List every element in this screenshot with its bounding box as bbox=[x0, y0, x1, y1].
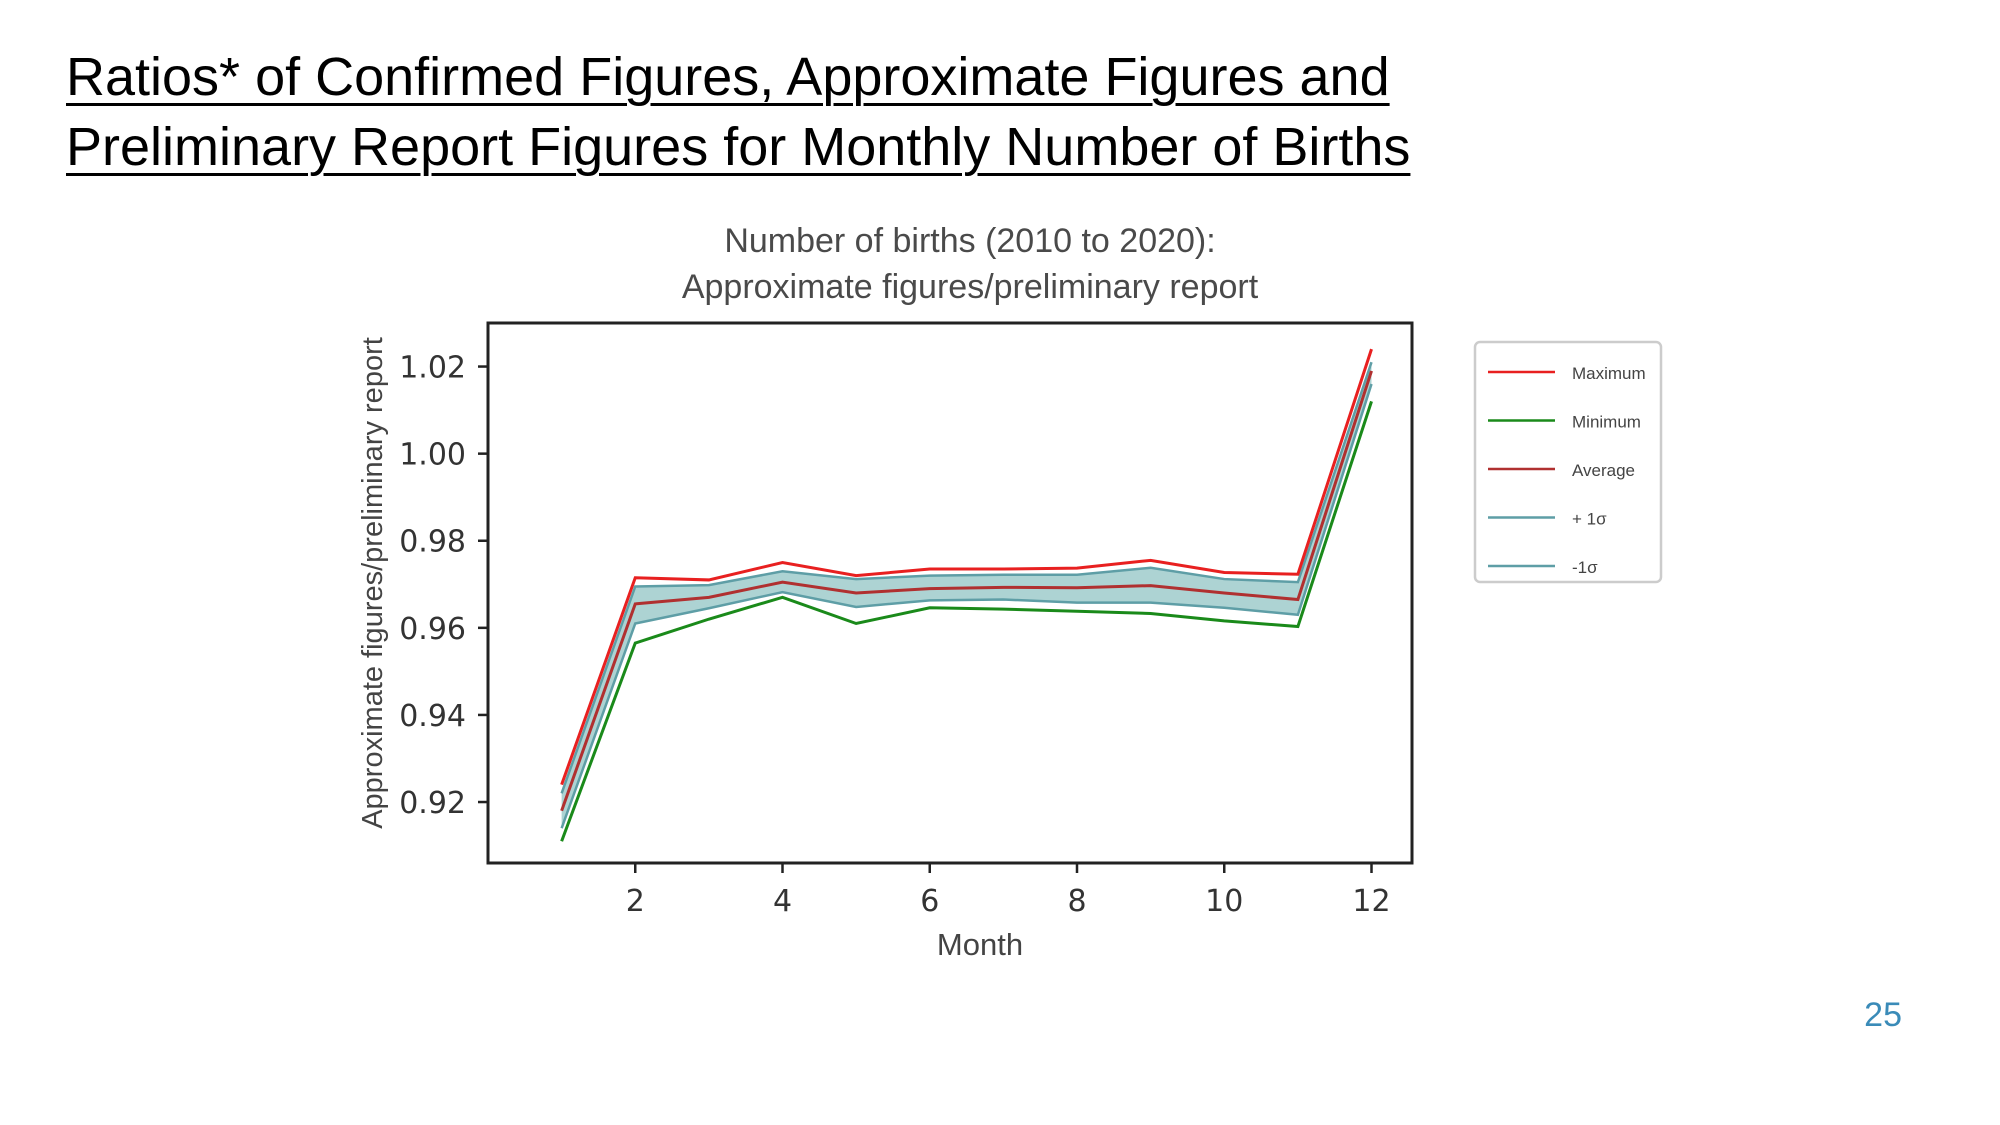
sigma-band bbox=[561, 362, 1372, 829]
y-tick-label: 0.92 bbox=[399, 786, 466, 821]
legend-item: Average bbox=[1488, 461, 1635, 480]
legend-label: Maximum bbox=[1572, 364, 1646, 383]
x-tick-label: 6 bbox=[920, 884, 939, 919]
y-tick-label: 0.94 bbox=[399, 699, 466, 734]
x-tick-label: 4 bbox=[773, 884, 792, 919]
y-tick-label: 1.02 bbox=[399, 351, 466, 386]
series-line-average bbox=[560, 370, 1373, 812]
series-line-minimum bbox=[560, 400, 1373, 842]
slide-title: Ratios* of Confirmed Figures, Approximat… bbox=[66, 42, 1766, 182]
legend-item: Minimum bbox=[1488, 413, 1641, 432]
legend-item: Maximum bbox=[1488, 364, 1646, 383]
chart-title-line2: Approximate figures/preliminary report bbox=[681, 268, 1259, 306]
series-line-maximum bbox=[560, 348, 1373, 786]
y-tick-label: 1.00 bbox=[399, 438, 466, 473]
plot-frame bbox=[486, 321, 1414, 865]
chart-title: Number of births (2010 to 2020): Approxi… bbox=[560, 218, 1380, 310]
x-axis-label: Month bbox=[937, 927, 1023, 962]
series-line-1 bbox=[560, 361, 1373, 794]
legend-label: Minimum bbox=[1572, 413, 1641, 432]
x-tick-label: 8 bbox=[1067, 884, 1086, 919]
slide-title-line1: Ratios* of Confirmed Figures, Approximat… bbox=[66, 47, 1390, 107]
legend-item: -1σ bbox=[1488, 558, 1598, 577]
legend-label: -1σ bbox=[1572, 558, 1598, 577]
legend-box bbox=[1473, 340, 1663, 584]
page-number: 25 bbox=[1864, 996, 1902, 1034]
legend-label: Average bbox=[1572, 461, 1635, 480]
slide-title-line2: Preliminary Report Figures for Monthly N… bbox=[66, 117, 1411, 177]
y-tick-label: 0.98 bbox=[399, 525, 466, 560]
chart-title-line1: Number of births (2010 to 2020): bbox=[724, 222, 1216, 260]
legend-label: + 1σ bbox=[1572, 510, 1607, 529]
x-tick-label: 2 bbox=[626, 884, 645, 919]
y-axis-label: Approximate figures/preliminary report bbox=[357, 337, 389, 829]
series-line-1 bbox=[560, 383, 1373, 829]
legend-item: + 1σ bbox=[1488, 510, 1607, 529]
y-tick-label: 0.96 bbox=[399, 612, 466, 647]
x-tick-label: 10 bbox=[1205, 884, 1243, 919]
x-tick-label: 12 bbox=[1352, 884, 1390, 919]
